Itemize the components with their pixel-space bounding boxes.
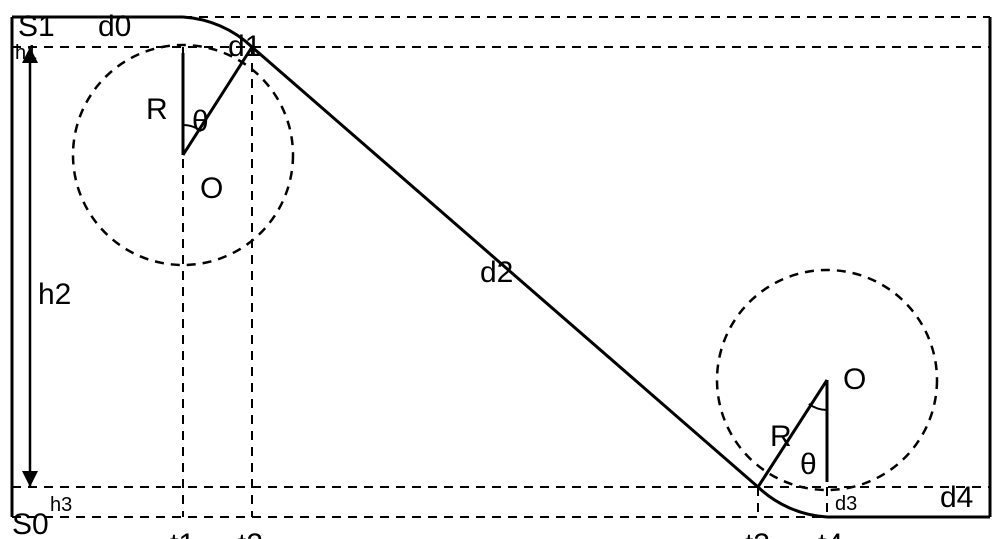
label-O1: O <box>200 172 223 205</box>
label-t1: t1 <box>170 528 195 539</box>
label-t2: t2 <box>238 528 263 539</box>
label-d0: d0 <box>98 10 131 43</box>
geometry-diagram: S1 d0 h1 d1 Rθ Oh2 d2 O Rθ S0h3 d3 d4 t1 t2 t3 t4 <box>0 0 1000 539</box>
label-t3: t3 <box>745 528 770 539</box>
label-O2: O <box>843 363 866 396</box>
label-th2: θ <box>800 448 817 481</box>
angle-arc-2 <box>809 404 827 410</box>
label-R2: R <box>770 420 792 453</box>
label-S1: S1 <box>18 10 55 43</box>
label-R1: R <box>146 93 168 126</box>
label-th1: θ <box>192 105 209 138</box>
label-d1: d1 <box>228 30 261 63</box>
label-h1: h1 <box>15 42 37 64</box>
arc-d3 <box>758 487 827 517</box>
label-t4: t4 <box>818 528 843 539</box>
label-d2: d2 <box>480 256 513 289</box>
label-S0: S0 <box>12 508 49 539</box>
label-d3: d3 <box>835 493 857 515</box>
label-h3: h3 <box>50 494 72 516</box>
h2-arrow-bottom <box>22 471 38 487</box>
label-h2: h2 <box>38 278 71 311</box>
label-d4: d4 <box>940 481 973 514</box>
